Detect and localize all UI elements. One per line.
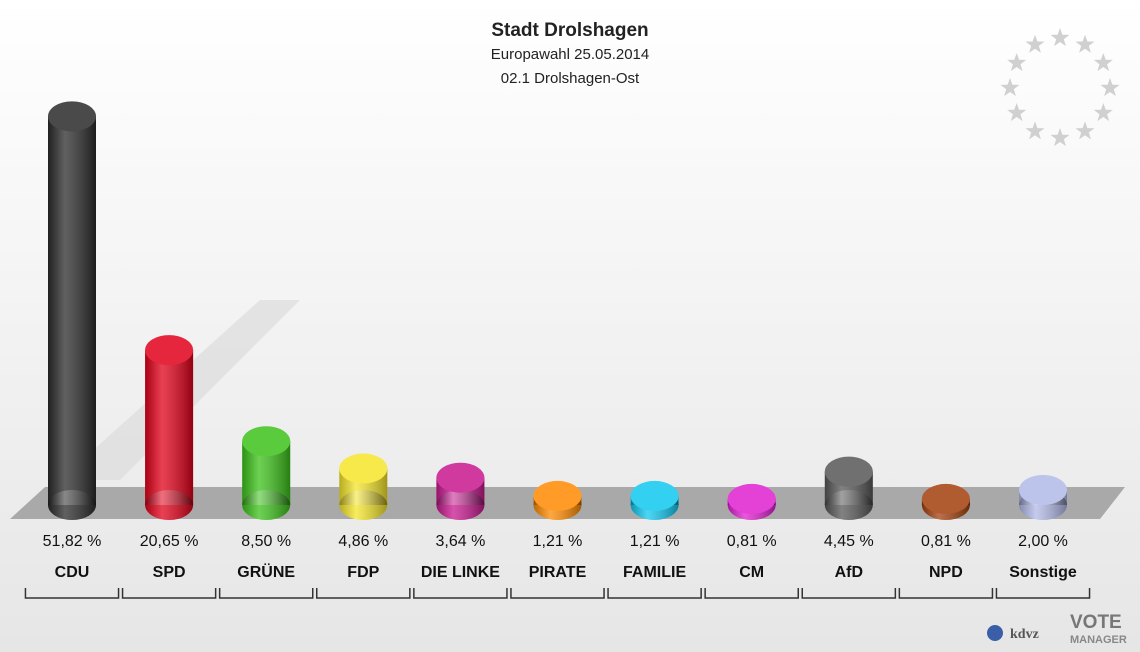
bar-top xyxy=(921,483,970,514)
bar-top-shine xyxy=(727,483,776,514)
category-bracket xyxy=(607,588,702,599)
value-label: 4,86 % xyxy=(338,533,389,550)
value-label: 20,65 % xyxy=(139,533,199,550)
star xyxy=(1025,34,1045,53)
category-bracket xyxy=(801,588,897,599)
bar-top-shine xyxy=(1019,475,1067,505)
star xyxy=(1050,128,1070,147)
x-tick-label: SPD xyxy=(152,564,186,581)
bar-top xyxy=(339,453,388,484)
value-label: 0,81 % xyxy=(726,533,777,550)
bar-top xyxy=(824,456,873,487)
bar-top xyxy=(533,480,582,511)
x-tick-label: CDU xyxy=(54,564,90,581)
bar-top-shine xyxy=(48,101,96,132)
category-bracket xyxy=(316,588,411,599)
bar-top-shine xyxy=(436,462,485,493)
bar-top xyxy=(242,426,291,457)
star xyxy=(1100,78,1120,97)
bar-top xyxy=(145,335,194,366)
bar-top-shine xyxy=(242,426,291,457)
star xyxy=(1093,103,1113,122)
x-tick-label: GRÜNE xyxy=(237,564,296,581)
value-label: 51,82 % xyxy=(42,533,102,550)
bar xyxy=(921,483,970,520)
category-bracket xyxy=(218,588,314,599)
star xyxy=(1007,53,1027,72)
bar xyxy=(1019,475,1067,520)
value-label: 3,64 % xyxy=(435,533,486,550)
x-tick-label: CM xyxy=(739,564,765,581)
category-bracket xyxy=(704,588,799,599)
bar-top xyxy=(1019,475,1067,505)
star xyxy=(1075,34,1095,53)
x-tick-label: AfD xyxy=(834,564,864,581)
chart-subtitle: Europawahl 25.05.2014 xyxy=(490,46,650,63)
category-bracket xyxy=(24,588,120,599)
bar-body-shade xyxy=(145,350,194,505)
star xyxy=(1025,121,1045,140)
star xyxy=(1093,53,1113,72)
bar-top-shine xyxy=(824,456,873,487)
value-label: 1,21 % xyxy=(629,533,680,550)
x-tick-label: DIE LINKE xyxy=(420,564,500,581)
category-bracket xyxy=(510,588,605,599)
bar xyxy=(630,480,679,520)
bar xyxy=(824,456,873,520)
bar xyxy=(145,335,194,520)
bar-top xyxy=(48,101,96,132)
value-label: 8,50 % xyxy=(241,533,292,550)
bar-top xyxy=(727,483,776,514)
bar-body-shade xyxy=(48,116,96,505)
bar-top-shine xyxy=(339,453,388,484)
value-label: 4,45 % xyxy=(823,533,874,550)
x-tick-label: PIRATE xyxy=(528,564,587,581)
star xyxy=(1007,103,1027,122)
chart-subtitle: 02.1 Drolshagen-Ost xyxy=(500,70,640,87)
chart-title: Stadt Drolshagen xyxy=(491,20,649,41)
bar xyxy=(533,480,582,520)
bars xyxy=(48,101,1067,520)
bar-top xyxy=(436,462,485,493)
category-bracket xyxy=(995,588,1091,599)
category-bracket xyxy=(898,588,994,599)
bar-top-shine xyxy=(533,480,582,511)
category-bracket xyxy=(413,588,508,599)
logo-icon xyxy=(987,625,1003,641)
bar xyxy=(48,101,96,520)
bar xyxy=(727,483,776,520)
logo-right: VOTE xyxy=(1070,612,1122,633)
bar-top-shine xyxy=(630,480,679,511)
x-tick-label: NPD xyxy=(929,564,963,581)
value-label: 0,81 % xyxy=(920,533,971,550)
star xyxy=(1000,78,1020,97)
x-tick-label: FDP xyxy=(347,564,380,581)
logo-left: kdvz xyxy=(1010,627,1039,642)
bar-top-shine xyxy=(921,483,970,514)
bar xyxy=(436,462,485,520)
eu-stars xyxy=(1000,28,1120,147)
star xyxy=(1050,28,1070,47)
bar xyxy=(242,426,291,520)
value-label: 1,21 % xyxy=(532,533,583,550)
logo-right-sub: MANAGER xyxy=(1070,634,1127,646)
brackets xyxy=(24,588,1091,599)
x-tick-label: FAMILIE xyxy=(623,564,687,581)
category-bracket xyxy=(121,588,217,599)
bar xyxy=(339,453,388,520)
star xyxy=(1075,121,1095,140)
bar-top xyxy=(630,480,679,511)
value-label: 2,00 % xyxy=(1018,533,1068,550)
bar-top-shine xyxy=(145,335,194,366)
x-tick-label: Sonstige xyxy=(1009,564,1077,581)
